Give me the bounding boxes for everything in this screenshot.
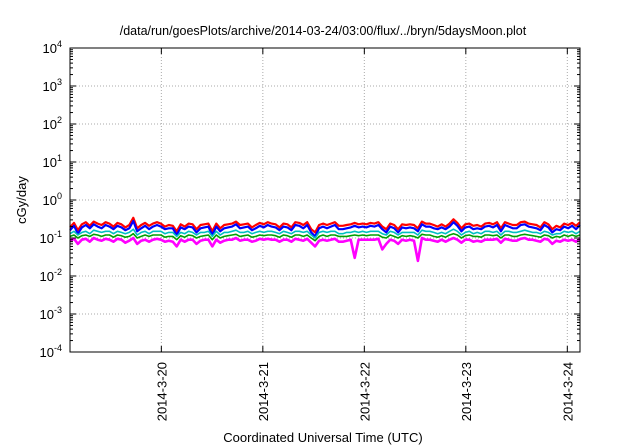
y-tick-exponent: 3 [57,77,62,87]
y-tick-base: 10 [43,79,57,94]
x-tick-label: 2014-3-20 [154,362,169,421]
y-tick-base: 10 [43,41,57,56]
chart-title: /data/run/goesPlots/archive/2014-03-24/0… [120,24,527,38]
y-tick-label: 102 [43,115,62,132]
y-tick-label: 10-3 [40,305,62,322]
y-tick-label: 10-1 [40,229,62,246]
y-tick-base: 10 [40,307,54,322]
x-axis-label: Coordinated Universal Time (UTC) [223,430,422,445]
y-tick-exponent: -2 [54,267,62,277]
y-tick-label: 103 [43,77,62,94]
y-tick-base: 10 [40,231,54,246]
series-line-1 [69,216,581,234]
y-tick-base: 10 [43,193,57,208]
y-tick-base: 10 [43,117,57,132]
series-line-3 [69,228,581,239]
series-layer [69,216,581,263]
x-tick-label: 2014-3-22 [357,362,372,421]
x-tick-label: 2014-3-24 [560,362,575,421]
y-tick-exponent: -4 [54,343,62,353]
y-tick-exponent: -3 [54,305,62,315]
y-tick-exponent: 4 [57,39,62,49]
y-axis-label: cGy/day [14,176,29,224]
y-tick-label: 10-2 [40,267,62,284]
y-tick-base: 10 [40,345,54,360]
y-tick-label: 101 [43,153,62,170]
y-tick-base: 10 [43,155,57,170]
x-tick-label: 2014-3-23 [459,362,474,421]
y-tick-base: 10 [40,269,54,284]
y-tick-label: 104 [43,39,62,56]
y-tick-exponent: -1 [54,229,62,239]
y-tick-label: 10-4 [40,343,62,360]
y-tick-exponent: 2 [57,115,62,125]
x-axis: 2014-3-20 2014-3-21 2014-3-22 2014-3-23 2014… [154,48,575,421]
series-line-2 [69,219,581,238]
series-line-4 [69,232,581,242]
y-tick-exponent: 1 [57,153,62,163]
x-tick-label: 2014-3-21 [256,362,271,421]
grid [70,48,580,352]
y-tick-exponent: 0 [57,191,62,201]
series-line-5 [69,236,581,263]
y-tick-label: 100 [43,191,62,208]
